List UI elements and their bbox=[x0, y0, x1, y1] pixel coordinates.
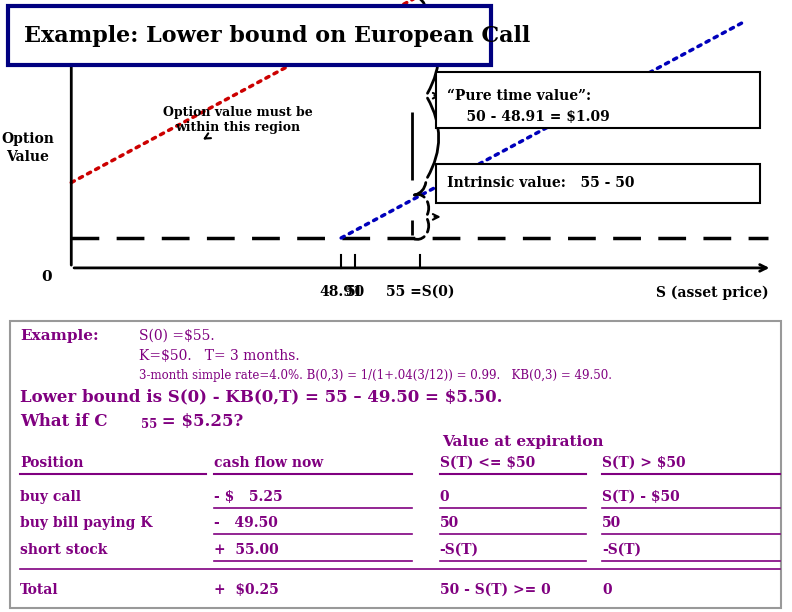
Text: -   49.50: - 49.50 bbox=[214, 516, 278, 530]
Text: S(T) <= $50: S(T) <= $50 bbox=[440, 455, 535, 469]
FancyBboxPatch shape bbox=[10, 321, 781, 608]
Text: +  55.00: + 55.00 bbox=[214, 543, 279, 556]
Text: buy bill paying K: buy bill paying K bbox=[20, 516, 152, 530]
Text: 48.91: 48.91 bbox=[319, 285, 363, 299]
Text: Total: Total bbox=[20, 583, 59, 597]
Text: Intrinsic value:   55 - 50: Intrinsic value: 55 - 50 bbox=[447, 176, 635, 190]
FancyBboxPatch shape bbox=[436, 164, 760, 203]
Text: 50: 50 bbox=[440, 516, 459, 530]
Text: -S(T): -S(T) bbox=[440, 543, 478, 556]
Text: S (asset price): S (asset price) bbox=[656, 286, 768, 300]
Text: What if C: What if C bbox=[20, 412, 107, 430]
Text: S(T) - $50: S(T) - $50 bbox=[602, 490, 680, 504]
Text: - $   5.25: - $ 5.25 bbox=[214, 490, 283, 504]
FancyBboxPatch shape bbox=[8, 6, 491, 65]
Text: +  $0.25: + $0.25 bbox=[214, 583, 279, 597]
Text: short stock: short stock bbox=[20, 543, 107, 556]
Text: 50: 50 bbox=[345, 285, 365, 299]
Text: Position: Position bbox=[20, 455, 83, 469]
Text: Example:: Example: bbox=[20, 329, 98, 343]
Text: Option value must be
within this region: Option value must be within this region bbox=[162, 106, 313, 138]
Text: 50 - 48.91 = $1.09: 50 - 48.91 = $1.09 bbox=[447, 110, 610, 124]
Text: 0: 0 bbox=[440, 490, 449, 504]
Text: Lower bound is S(0) - KB(0,T) = 55 – 49.50 = $5.50.: Lower bound is S(0) - KB(0,T) = 55 – 49.… bbox=[20, 388, 502, 405]
Text: 50: 50 bbox=[602, 516, 621, 530]
Text: 55 =S(0): 55 =S(0) bbox=[386, 285, 454, 299]
Text: “Pure time value”:: “Pure time value”: bbox=[447, 89, 592, 103]
Text: 3-month simple rate=4.0%. B(0,3) = 1/(1+.04(3/12)) = 0.99.   KB(0,3) = 49.50.: 3-month simple rate=4.0%. B(0,3) = 1/(1+… bbox=[139, 368, 611, 382]
Text: -S(T): -S(T) bbox=[602, 543, 641, 556]
Text: Example: Lower bound on European Call: Example: Lower bound on European Call bbox=[24, 24, 530, 47]
Text: = $5.25?: = $5.25? bbox=[156, 412, 243, 430]
FancyBboxPatch shape bbox=[436, 72, 760, 128]
Text: buy call: buy call bbox=[20, 490, 81, 504]
Text: 55: 55 bbox=[141, 417, 158, 431]
Text: S(T) > $50: S(T) > $50 bbox=[602, 455, 686, 469]
Text: 50 - S(T) >= 0: 50 - S(T) >= 0 bbox=[440, 583, 550, 597]
Text: 0: 0 bbox=[602, 583, 611, 597]
Text: cash flow now: cash flow now bbox=[214, 455, 323, 469]
Text: Value at expiration: Value at expiration bbox=[442, 435, 604, 449]
Text: Option
Value: Option Value bbox=[2, 132, 54, 164]
Text: 0: 0 bbox=[41, 271, 51, 285]
Text: K=$50.   T= 3 months.: K=$50. T= 3 months. bbox=[139, 349, 299, 364]
Text: S(0) =$55.: S(0) =$55. bbox=[139, 329, 214, 343]
